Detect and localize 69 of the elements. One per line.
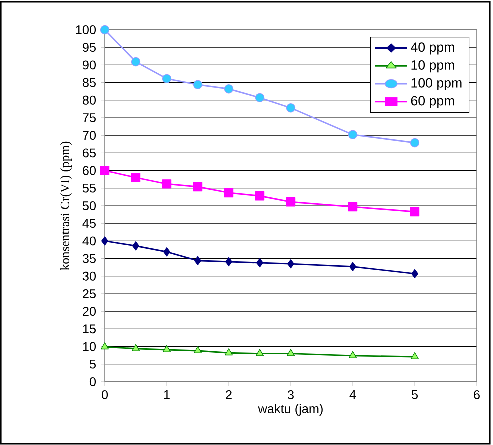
y-tick-label: 45 (82, 219, 96, 228)
x-tick-label: 5 (412, 390, 418, 400)
legend-label: 100 ppm (412, 78, 462, 90)
y-tick-label: 95 (83, 43, 96, 52)
point (224, 188, 234, 198)
point (410, 352, 420, 360)
point (348, 130, 358, 140)
legend-label: 10 ppm (412, 60, 454, 73)
point (256, 258, 264, 268)
point (162, 345, 172, 352)
y-tick-label: 65 (83, 148, 96, 158)
point (163, 248, 171, 257)
y-tick-label: 20 (83, 307, 96, 316)
y-tick-label: 35 (82, 254, 96, 264)
point (193, 80, 203, 90)
point (255, 93, 265, 103)
point (132, 242, 140, 251)
point (286, 104, 296, 113)
point (194, 346, 202, 354)
point (162, 74, 172, 84)
x-tick-label: 0 (102, 390, 108, 400)
point (255, 192, 265, 201)
point (225, 257, 233, 267)
y-tick-label: 15 (83, 324, 96, 334)
point (131, 173, 141, 182)
legend-label: 60 ppm (411, 96, 454, 108)
point (132, 344, 140, 352)
point (348, 202, 358, 212)
y-tick-label: 75 (83, 114, 96, 122)
y-tick-label: 50 (82, 202, 96, 210)
point (286, 198, 296, 207)
y-tick-label: 70 (83, 131, 96, 140)
y-tick-label: 0 (90, 378, 96, 386)
y-tick-label: 30 (82, 272, 96, 281)
x-axis-title: waktu (jam) (258, 404, 323, 416)
point (101, 236, 109, 246)
y-tick-label: 40 (82, 236, 96, 246)
y-tick-label: 60 (83, 166, 96, 176)
point (287, 259, 295, 269)
y-tick-label: 10 (83, 342, 96, 352)
x-tick-label: 4 (350, 390, 356, 400)
x-tick-label: 3 (288, 390, 294, 400)
y-tick-label: 100 (76, 26, 96, 34)
point (349, 262, 357, 272)
y-axis-title: konsentrasi Cr(VI) (ppm) (60, 142, 72, 270)
point (286, 349, 296, 356)
point (410, 207, 420, 217)
point (131, 57, 141, 67)
point (162, 180, 172, 189)
x-tick-label: 2 (226, 390, 232, 400)
point (410, 138, 420, 148)
point (100, 166, 110, 176)
point (224, 348, 234, 356)
y-tick-label: 55 (82, 184, 96, 193)
y-tick-label: 5 (90, 360, 96, 369)
x-tick-label: 6 (474, 390, 480, 400)
y-tick-label: 90 (83, 60, 96, 70)
point (100, 25, 110, 35)
point (193, 182, 203, 192)
y-tick-label: 80 (82, 96, 96, 105)
point (224, 84, 234, 94)
point (348, 351, 358, 358)
point (256, 349, 264, 356)
x-tick-label: 1 (164, 390, 170, 400)
point (411, 269, 419, 279)
y-tick-label: 85 (82, 78, 96, 88)
y-tick-label: 25 (83, 290, 96, 298)
legend-label: 40 ppm (411, 42, 454, 55)
point (194, 256, 202, 266)
